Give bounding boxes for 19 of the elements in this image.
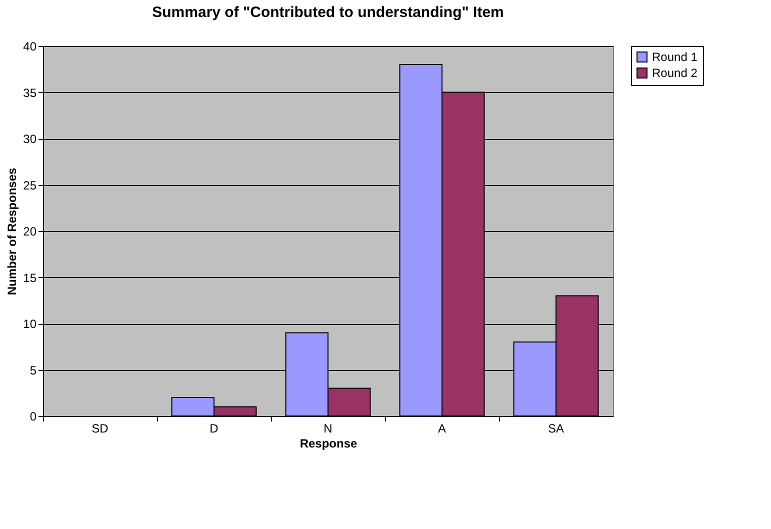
legend-label: Round 2 bbox=[652, 66, 698, 80]
x-tick-label: SA bbox=[548, 422, 564, 436]
y-tick-label: 35 bbox=[23, 86, 37, 100]
y-tick-label: 25 bbox=[23, 178, 37, 192]
x-axis-title: Response bbox=[300, 436, 358, 450]
y-tick-label: 30 bbox=[23, 132, 37, 146]
legend-label: Round 1 bbox=[652, 50, 698, 64]
y-tick-label: 5 bbox=[30, 363, 37, 378]
y-tick-label: 15 bbox=[23, 270, 37, 285]
y-tick-label: 20 bbox=[23, 224, 37, 238]
x-tick-label: SD bbox=[92, 422, 109, 436]
y-axis-title: Number of Responses bbox=[5, 167, 20, 296]
x-tick-label: A bbox=[438, 422, 446, 436]
x-tick-label: D bbox=[210, 422, 219, 436]
x-tick-label: N bbox=[324, 422, 332, 436]
y-tick-label: 10 bbox=[23, 317, 37, 331]
y-tick-label: 0 bbox=[30, 410, 37, 424]
y-tick-label: 40 bbox=[23, 40, 37, 54]
chart-title: Summary of "Contributed to understanding" Item bbox=[152, 4, 504, 21]
